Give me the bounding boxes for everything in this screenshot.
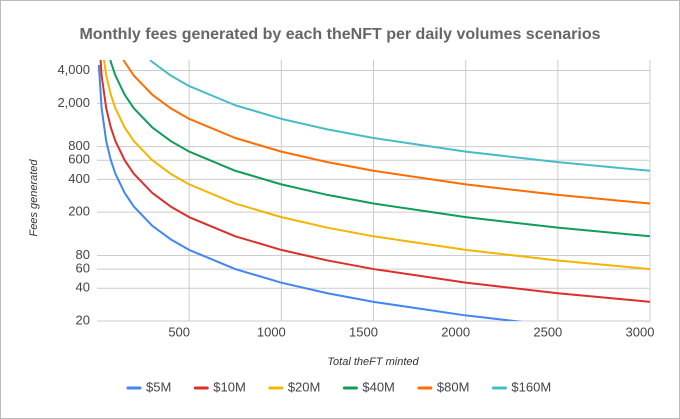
legend-label: $40M — [362, 379, 395, 394]
legend-label: $10M — [213, 379, 246, 394]
chart-title: Monthly fees generated by each theNFT pe… — [79, 26, 600, 43]
series-line — [122, 60, 650, 205]
legend: $5M $10M $20M $40M $80M $160M — [126, 379, 551, 394]
x-tick-label: 2500 — [533, 324, 562, 339]
x-tick-label: 2000 — [441, 324, 470, 339]
x-tick-label: 1000 — [257, 324, 286, 339]
series-line — [149, 60, 650, 172]
x-tick-label: 500 — [168, 324, 190, 339]
y-tick-label: 600 — [68, 152, 90, 167]
y-tick-label: 400 — [68, 171, 90, 186]
plot-area — [97, 60, 650, 321]
y-tick-label: 800 — [68, 138, 90, 153]
legend-label: $20M — [288, 379, 321, 394]
y-tick-label: 2,000 — [57, 95, 90, 110]
series-line — [99, 60, 650, 303]
grid — [97, 60, 651, 322]
y-tick-label: 200 — [68, 204, 90, 219]
y-axis-title: Fees generated — [28, 159, 40, 237]
x-tick-label: 1500 — [349, 324, 378, 339]
y-tick-label: 4,000 — [57, 62, 90, 77]
y-tick-label: 40 — [76, 280, 90, 295]
x-axis-title: Total theFT minted — [327, 356, 419, 368]
y-tick-label: 80 — [76, 247, 90, 262]
y-tick-label: 20 — [76, 312, 90, 327]
series-line — [109, 60, 650, 238]
y-tick-label: 60 — [76, 261, 90, 276]
legend-label: $5M — [146, 379, 171, 394]
legend-label: $80M — [437, 379, 470, 394]
series-line — [103, 60, 650, 271]
series-line — [97, 64, 524, 321]
x-tick-label: 3000 — [626, 324, 655, 339]
legend-label: $160M — [511, 379, 551, 394]
